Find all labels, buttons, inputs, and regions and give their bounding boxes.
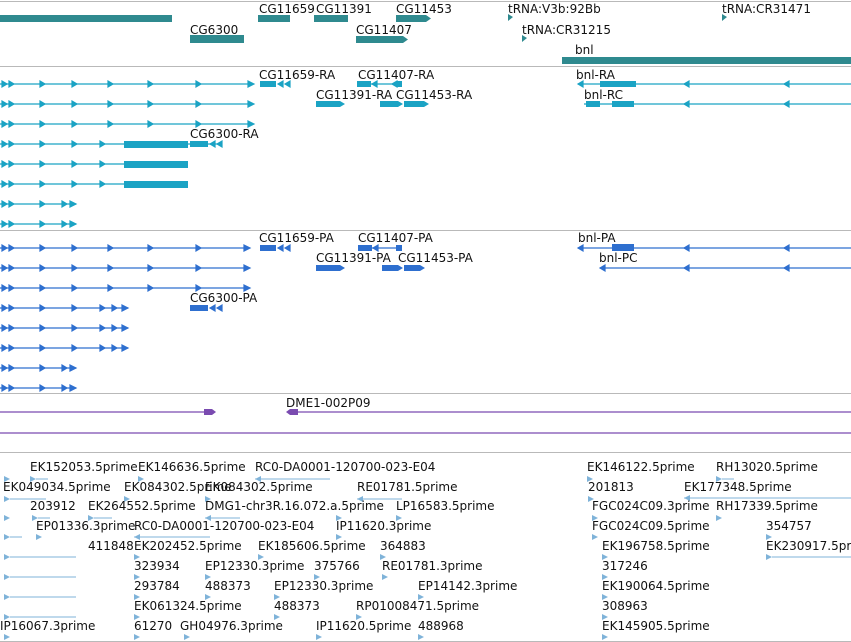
est-track[interactable]: EK152053.5prime EK146636.5prime RC0-DA00… xyxy=(0,452,851,641)
est-label[interactable]: 61270 xyxy=(134,619,173,633)
est-label[interactable]: 201813 xyxy=(588,480,634,494)
est-label[interactable]: 308963 xyxy=(602,599,648,613)
est-label[interactable]: 488373 xyxy=(205,579,251,593)
transcript-label[interactable]: CG11453-RA xyxy=(396,88,473,102)
est-label[interactable]: EK190064.5prime xyxy=(602,579,710,593)
contig-label[interactable]: DME1-002P09 xyxy=(286,396,371,410)
est-label[interactable]: LP16583.5prime xyxy=(396,499,495,513)
est-glyphs xyxy=(4,476,851,640)
protein-track[interactable]: CG11659-PA CG11407-PA bnl-PA CG11391-PA … xyxy=(0,230,851,393)
protein-label[interactable]: CG6300-PA xyxy=(190,291,258,305)
est-label[interactable]: 411848 xyxy=(88,539,134,553)
est-label[interactable]: EK049034.5prime xyxy=(3,480,111,494)
protein-label[interactable]: bnl-PC xyxy=(599,251,638,265)
gene-glyph[interactable] xyxy=(0,14,851,64)
protein-glyphs xyxy=(0,243,851,393)
track-separator xyxy=(0,452,851,453)
est-label[interactable]: EK084302.5prime xyxy=(205,480,313,494)
contig-track[interactable]: DME1-002P09 xyxy=(0,393,851,452)
est-label[interactable]: 293784 xyxy=(134,579,180,593)
est-label[interactable]: EP12330.3prime xyxy=(274,579,374,593)
contig-glyph[interactable] xyxy=(0,409,851,434)
est-label[interactable]: FGC024C09.3prime xyxy=(592,499,710,513)
gene-label[interactable]: tRNA:V3b:92Bb xyxy=(508,2,601,16)
gene-label[interactable]: bnl xyxy=(575,43,594,57)
est-label[interactable]: RH13020.5prime xyxy=(716,460,818,474)
est-label[interactable]: EK185606.5prime xyxy=(258,539,366,553)
est-label[interactable]: EK061324.5prime xyxy=(134,599,242,613)
est-label[interactable]: 323934 xyxy=(134,559,180,573)
est-label[interactable]: 354757 xyxy=(766,519,812,533)
est-label[interactable]: 488968 xyxy=(418,619,464,633)
est-label[interactable]: 375766 xyxy=(314,559,360,573)
est-label[interactable]: EK146636.5prime xyxy=(138,460,246,474)
protein-glyph[interactable] xyxy=(0,243,851,393)
est-label[interactable]: EK264552.5prime xyxy=(88,499,196,513)
transcript-label[interactable]: CG11391-RA xyxy=(316,88,393,102)
est-label[interactable]: EP12330.3prime xyxy=(205,559,305,573)
transcript-label[interactable]: CG11659-RA xyxy=(259,68,336,82)
est-glyph[interactable] xyxy=(4,476,851,640)
transcript-glyphs xyxy=(0,79,851,229)
contig-glyphs xyxy=(0,409,851,434)
gene-label[interactable]: CG11453 xyxy=(396,2,452,16)
est-label[interactable]: EP14142.3prime xyxy=(418,579,518,593)
est-label[interactable]: RE01781.5prime xyxy=(357,480,458,494)
protein-label[interactable]: CG11659-PA xyxy=(259,231,334,245)
gene-label[interactable]: tRNA:CR31215 xyxy=(522,23,611,37)
est-label[interactable]: RE01781.3prime xyxy=(382,559,483,573)
gene-label[interactable]: tRNA:CR31471 xyxy=(722,2,811,16)
est-label[interactable]: 203912 xyxy=(30,499,76,513)
est-label[interactable]: EK230917.5prime xyxy=(766,539,851,553)
est-label[interactable]: EK152053.5prime xyxy=(30,460,138,474)
est-label[interactable]: EK084302.5prime xyxy=(124,480,232,494)
est-label[interactable]: IP11620.5prime xyxy=(316,619,412,633)
est-label[interactable]: EK145905.5prime xyxy=(602,619,710,633)
gene-track-glyphs xyxy=(0,14,851,64)
gene-label[interactable]: CG6300 xyxy=(190,23,239,37)
transcript-track[interactable]: CG11659-RA CG11407-RA bnl-RA CG11391-RA … xyxy=(0,66,851,230)
est-label[interactable]: EK196758.5prime xyxy=(602,539,710,553)
gene-label[interactable]: CG11391 xyxy=(316,2,372,16)
transcript-label[interactable]: bnl-RA xyxy=(576,68,615,82)
est-label[interactable]: EK202452.5prime xyxy=(134,539,242,553)
est-label[interactable]: GH04976.3prime xyxy=(180,619,283,633)
protein-label[interactable]: bnl-PA xyxy=(578,231,616,245)
est-label[interactable]: EP01336.3prime xyxy=(36,519,136,533)
est-label[interactable]: 488373 xyxy=(274,599,320,613)
protein-label[interactable]: CG11453-PA xyxy=(398,251,473,265)
track-separator xyxy=(0,1,851,2)
est-label[interactable]: 317246 xyxy=(602,559,648,573)
est-label[interactable]: DMG1-chr3R.16.072.a.5prime xyxy=(205,499,384,513)
est-label[interactable]: 364883 xyxy=(380,539,426,553)
est-label[interactable]: RH17339.5prime xyxy=(716,499,818,513)
est-label[interactable]: EK177348.5prime xyxy=(684,480,792,494)
track-separator xyxy=(0,230,851,231)
transcript-glyph[interactable] xyxy=(0,79,851,229)
est-label[interactable]: IP16067.3prime xyxy=(0,619,96,633)
track-separator xyxy=(0,393,851,394)
gene-label[interactable]: CG11659 xyxy=(259,2,315,16)
gene-track[interactable]: CG11659 CG11391 CG11453 tRNA:V3b:92Bb tR… xyxy=(0,0,851,66)
transcript-label[interactable]: CG6300-RA xyxy=(190,127,259,141)
protein-label[interactable]: CG11391-PA xyxy=(316,251,391,265)
est-label[interactable]: RC0-DA0001-120700-023-E04 xyxy=(255,460,436,474)
est-label[interactable]: EK146122.5prime xyxy=(587,460,695,474)
est-label[interactable]: IP11620.3prime xyxy=(336,519,432,533)
transcript-label[interactable]: bnl-RC xyxy=(584,88,624,102)
gene-label[interactable]: CG11407 xyxy=(356,23,412,37)
track-separator xyxy=(0,66,851,67)
protein-label[interactable]: CG11407-PA xyxy=(358,231,433,245)
est-label[interactable]: FGC024C09.5prime xyxy=(592,519,710,533)
est-label[interactable]: RP01008471.5prime xyxy=(356,599,480,613)
est-label[interactable]: RC0-DA0001-120700-023-E04 xyxy=(134,519,315,533)
transcript-label[interactable]: CG11407-RA xyxy=(358,68,435,82)
